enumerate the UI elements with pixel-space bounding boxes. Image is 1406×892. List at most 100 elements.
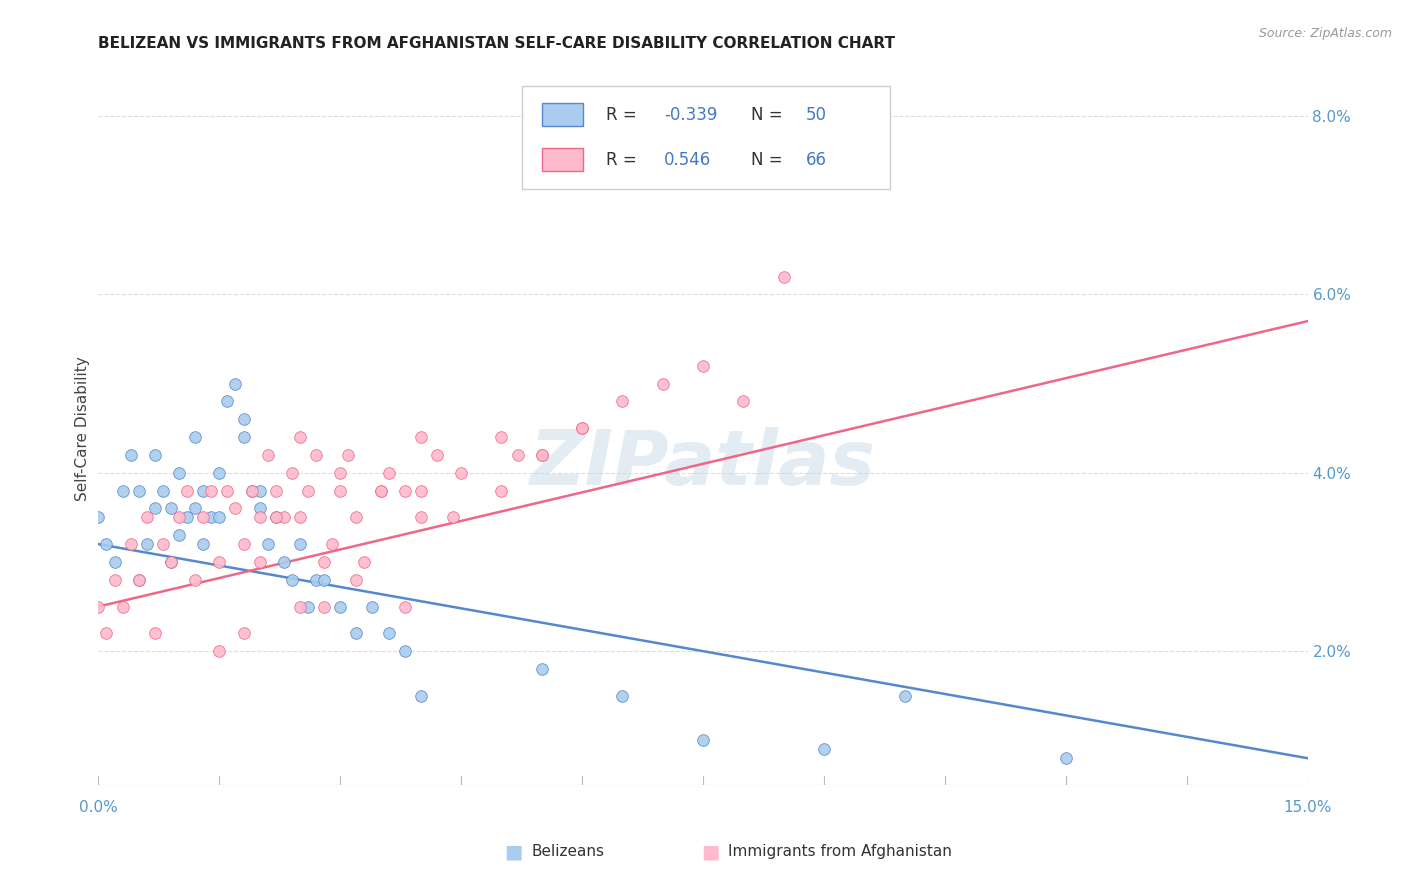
Point (273, 510, 295, 524)
Text: BELIZEAN VS IMMIGRANTS FROM AFGHANISTAN SELF-CARE DISABILITY CORRELATION CHART: BELIZEAN VS IMMIGRANTS FROM AFGHANISTAN … (98, 36, 896, 51)
Point (344, 626, 367, 640)
Point (612, 689, 634, 703)
Point (273, 555, 295, 569)
Point (353, 555, 375, 569)
Point (217, 394, 239, 409)
Point (329, 599, 352, 614)
Point (184, 430, 207, 444)
Point (305, 573, 328, 587)
Point (193, 510, 215, 524)
Point (281, 466, 304, 480)
Point (111, 483, 134, 498)
Point (692, 733, 714, 747)
Point (297, 599, 319, 614)
Point (232, 430, 254, 444)
FancyBboxPatch shape (543, 103, 583, 127)
Point (224, 376, 246, 391)
Point (152, 483, 174, 498)
Point (813, 742, 835, 756)
Point (344, 510, 367, 524)
Point (733, 394, 755, 409)
Point (409, 430, 432, 444)
Point (160, 501, 183, 516)
Point (167, 510, 190, 524)
Point (200, 510, 222, 524)
Text: N =: N = (751, 151, 789, 169)
Point (224, 501, 246, 516)
Point (409, 510, 432, 524)
Point (96, 626, 118, 640)
Point (256, 448, 278, 462)
Point (506, 448, 529, 462)
Point (651, 376, 673, 391)
Point (208, 466, 231, 480)
Point (120, 537, 142, 551)
Point (314, 599, 336, 614)
Text: -0.339: -0.339 (664, 106, 717, 124)
Point (208, 555, 231, 569)
Point (128, 573, 150, 587)
Point (344, 573, 367, 587)
Point (143, 501, 166, 516)
Point (87, 599, 110, 614)
Point (184, 501, 207, 516)
Point (167, 466, 190, 480)
Point (377, 466, 399, 480)
Point (450, 466, 472, 480)
Point (288, 599, 311, 614)
Point (249, 510, 271, 524)
Text: ■: ■ (700, 842, 720, 862)
Point (249, 483, 271, 498)
Point (321, 537, 343, 551)
Point (176, 483, 198, 498)
Text: ZIPatlas: ZIPatlas (530, 427, 876, 500)
Point (281, 573, 304, 587)
Point (264, 483, 287, 498)
Point (394, 599, 416, 614)
Point (120, 448, 142, 462)
Point (314, 573, 336, 587)
Point (571, 421, 593, 435)
Point (297, 483, 319, 498)
Point (264, 510, 287, 524)
Point (305, 448, 328, 462)
Point (160, 555, 183, 569)
Point (530, 448, 553, 462)
Point (240, 483, 263, 498)
Point (193, 483, 215, 498)
Text: ■: ■ (503, 842, 523, 862)
Point (128, 573, 150, 587)
Point (692, 359, 714, 373)
Point (200, 483, 222, 498)
Text: 15.0%: 15.0% (1284, 800, 1331, 814)
Y-axis label: Self-Care Disability: Self-Care Disability (75, 356, 90, 500)
Point (135, 510, 157, 524)
Point (103, 555, 125, 569)
Point (370, 483, 392, 498)
Point (232, 412, 254, 426)
Point (409, 689, 432, 703)
Point (232, 537, 254, 551)
FancyBboxPatch shape (522, 86, 890, 189)
Point (394, 483, 416, 498)
Point (361, 599, 384, 614)
Point (329, 466, 352, 480)
Point (249, 555, 271, 569)
Text: R =: R = (606, 106, 643, 124)
Point (329, 483, 352, 498)
Point (426, 448, 449, 462)
Point (208, 510, 231, 524)
Text: R =: R = (606, 151, 643, 169)
Text: 66: 66 (806, 151, 827, 169)
Point (152, 537, 174, 551)
Text: Belizeans: Belizeans (531, 845, 605, 859)
Point (143, 448, 166, 462)
Point (135, 537, 157, 551)
Point (571, 421, 593, 435)
Point (167, 528, 190, 542)
Point (314, 555, 336, 569)
Point (87, 510, 110, 524)
Point (208, 644, 231, 658)
Point (111, 599, 134, 614)
Point (491, 430, 513, 444)
